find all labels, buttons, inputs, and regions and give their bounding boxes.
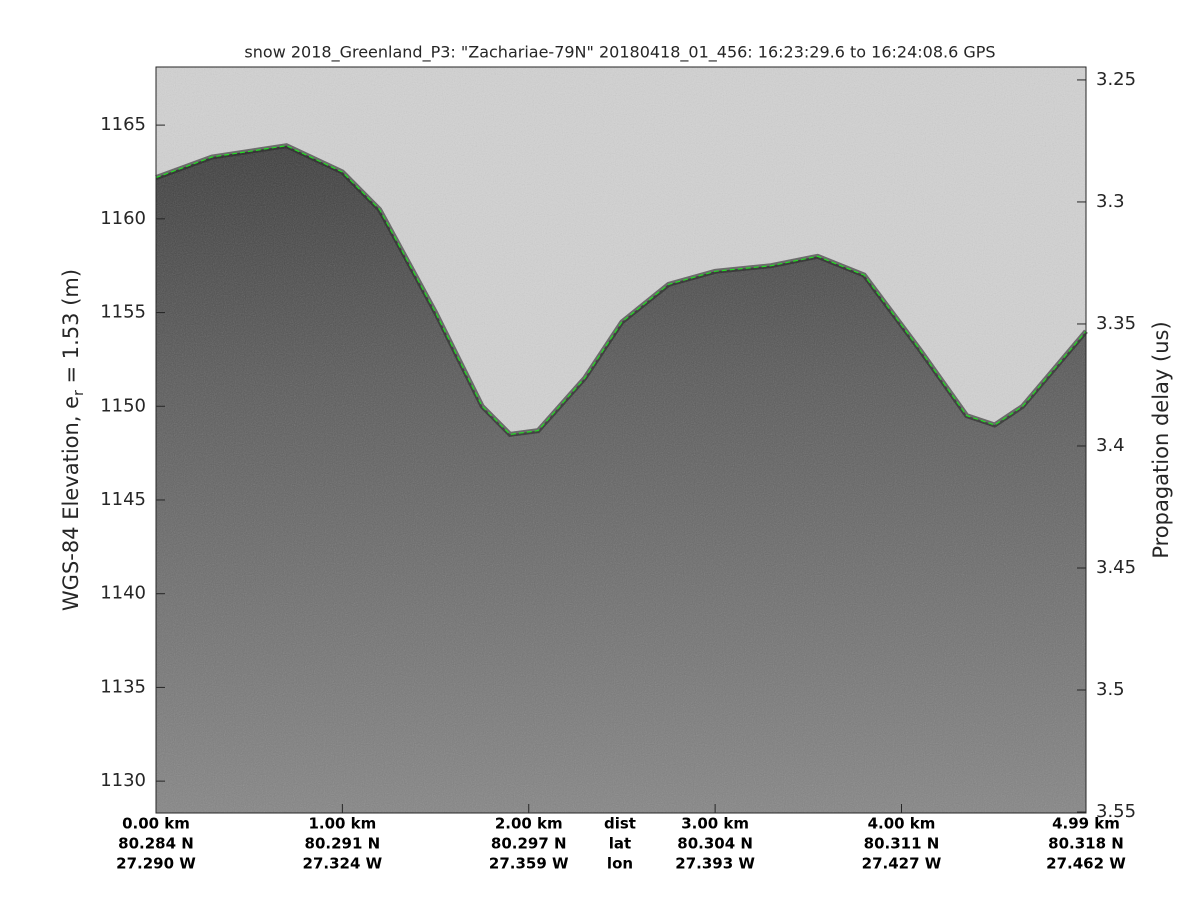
x-tick-label: 4.00 km xyxy=(868,815,936,833)
x-tick-lat: 80.284 N xyxy=(118,835,194,853)
x-tick-label: 4.99 km xyxy=(1052,815,1120,833)
x-tick-label: 2.00 km xyxy=(495,815,563,833)
y2-tick-label: 3.35 xyxy=(1096,313,1136,334)
chart-title: snow 2018_Greenland_P3: "Zachariae-79N" … xyxy=(244,43,995,63)
y-axis-label: WGS-84 Elevation, er = 1.53 (m) xyxy=(59,269,87,611)
x-tick-lat: 80.304 N xyxy=(677,835,753,853)
x-tick-lon: 27.359 W xyxy=(489,855,569,873)
y2-tick-label: 3.4 xyxy=(1096,435,1125,456)
x-tick-lon: 27.462 W xyxy=(1046,855,1126,873)
x-tick-lat: 80.318 N xyxy=(1048,835,1124,853)
row-label: dist xyxy=(604,815,636,833)
y-label-text: = 1.53 (m) xyxy=(59,269,83,390)
y2-tick-label: 3.3 xyxy=(1096,191,1125,212)
surface-band xyxy=(155,143,1088,438)
y-tick-label: 1150 xyxy=(100,395,146,416)
x-tick-label: 0.00 km xyxy=(122,815,190,833)
y-tick-label: 1130 xyxy=(100,770,146,791)
x-tick-lat: 80.297 N xyxy=(491,835,567,853)
y2-axis-label: Propagation delay (us) xyxy=(1149,321,1173,558)
plot-area xyxy=(155,67,1088,813)
y-tick-label: 1160 xyxy=(100,208,146,229)
noise-texture xyxy=(156,67,1086,813)
row-label: lat xyxy=(609,835,631,853)
y-tick-label: 1145 xyxy=(100,489,146,510)
y-tick-label: 1135 xyxy=(100,676,146,697)
x-tick-lon: 27.290 W xyxy=(116,855,196,873)
x-tick-lon: 27.324 W xyxy=(303,855,383,873)
x-tick-lat: 80.291 N xyxy=(305,835,381,853)
y-label-text: WGS-84 Elevation, e xyxy=(59,396,83,611)
x-tick-label: 1.00 km xyxy=(308,815,376,833)
row-label: lon xyxy=(607,855,633,873)
x-tick-lon: 27.393 W xyxy=(675,855,755,873)
y2-tick-label: 3.55 xyxy=(1096,801,1136,822)
x-tick-lat: 80.311 N xyxy=(864,835,940,853)
x-tick-label: 3.00 km xyxy=(681,815,749,833)
y2-tick-label: 3.5 xyxy=(1096,679,1125,700)
y-tick-label: 1165 xyxy=(100,114,146,135)
y-tick-label: 1140 xyxy=(100,583,146,604)
y2-tick-label: 3.25 xyxy=(1096,69,1136,90)
plot-frame xyxy=(155,66,1087,814)
x-tick-lon: 27.427 W xyxy=(862,855,942,873)
y-tick-label: 1155 xyxy=(100,302,146,323)
y2-tick-label: 3.45 xyxy=(1096,557,1136,578)
y-label-subscript: r xyxy=(71,390,87,396)
